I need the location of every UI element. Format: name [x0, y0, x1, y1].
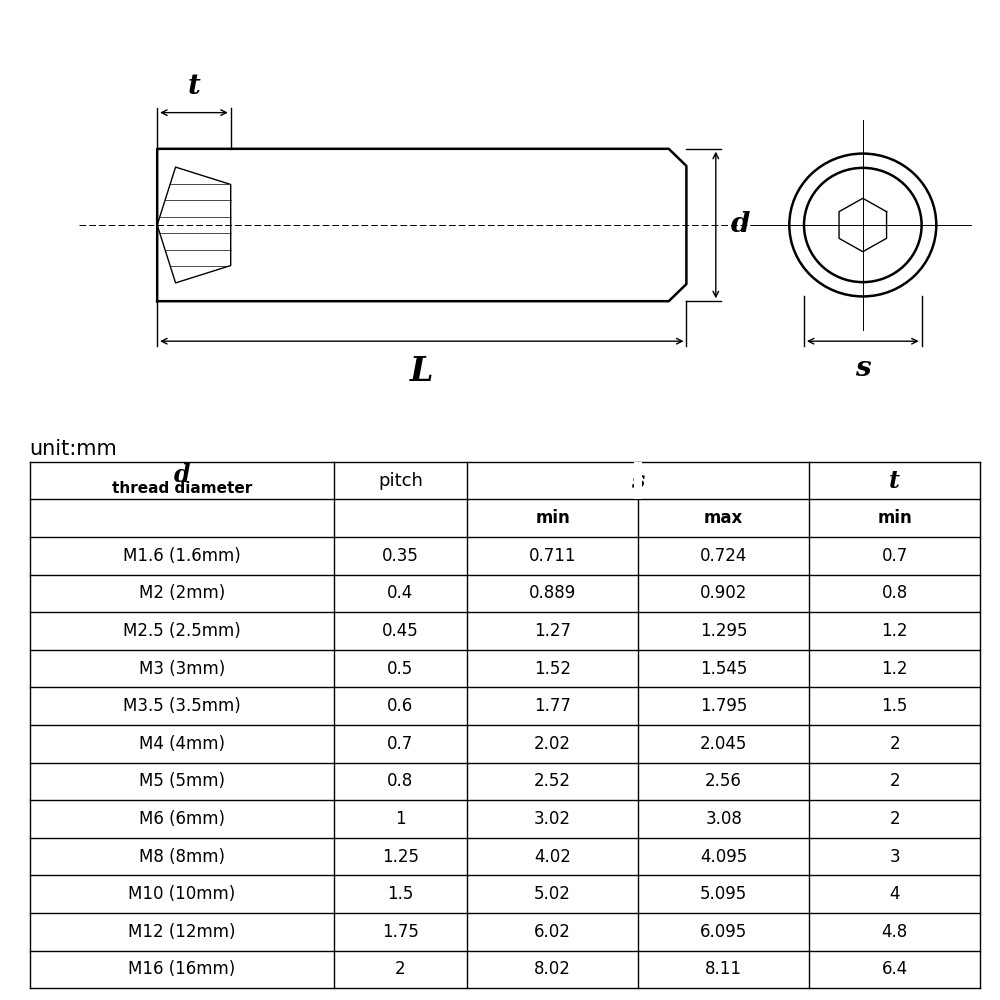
Text: 0.6: 0.6 — [387, 697, 414, 715]
Text: 1.2: 1.2 — [881, 622, 908, 640]
Text: 2.56: 2.56 — [705, 772, 742, 790]
Text: M6 (6mm): M6 (6mm) — [139, 810, 225, 828]
Text: thread diameter: thread diameter — [112, 481, 252, 496]
Text: 4.095: 4.095 — [700, 848, 747, 866]
Text: 0.4: 0.4 — [387, 584, 414, 602]
Text: 0.711: 0.711 — [529, 547, 576, 565]
Text: 1.795: 1.795 — [700, 697, 747, 715]
Text: 1.295: 1.295 — [700, 622, 747, 640]
Text: M10 (10mm): M10 (10mm) — [128, 885, 235, 903]
Text: 0.35: 0.35 — [382, 547, 419, 565]
Text: M8 (8mm): M8 (8mm) — [139, 848, 225, 866]
Text: 0.8: 0.8 — [387, 772, 414, 790]
Text: 0.7: 0.7 — [387, 735, 414, 753]
Text: 4: 4 — [889, 885, 900, 903]
Text: 0.5: 0.5 — [387, 660, 414, 678]
Text: s: s — [855, 355, 871, 382]
Text: 4.02: 4.02 — [534, 848, 571, 866]
Text: 0.724: 0.724 — [700, 547, 747, 565]
Text: 1.27: 1.27 — [534, 622, 571, 640]
Text: 5.02: 5.02 — [534, 885, 571, 903]
Bar — [634, 462, 642, 499]
Text: s: s — [631, 469, 645, 493]
Text: 2: 2 — [889, 772, 900, 790]
Text: max: max — [704, 509, 743, 527]
Text: t: t — [889, 469, 900, 493]
Text: M16 (16mm): M16 (16mm) — [128, 960, 235, 978]
Text: min: min — [535, 509, 570, 527]
Text: 1.75: 1.75 — [382, 923, 419, 941]
Text: 2: 2 — [889, 735, 900, 753]
Text: min: min — [877, 509, 912, 527]
Text: 2: 2 — [889, 810, 900, 828]
Text: d: d — [730, 212, 750, 238]
Text: M5 (5mm): M5 (5mm) — [139, 772, 225, 790]
Text: 0.889: 0.889 — [529, 584, 576, 602]
Text: 6.02: 6.02 — [534, 923, 571, 941]
Text: M3 (3mm): M3 (3mm) — [139, 660, 225, 678]
Text: L: L — [410, 355, 434, 388]
Text: 1.5: 1.5 — [882, 697, 908, 715]
Text: 1.77: 1.77 — [534, 697, 571, 715]
Text: M2 (2mm): M2 (2mm) — [139, 584, 225, 602]
Text: 3.08: 3.08 — [705, 810, 742, 828]
Text: d: d — [174, 463, 190, 487]
Text: unit:mm: unit:mm — [30, 439, 117, 459]
Text: 6.095: 6.095 — [700, 923, 747, 941]
Text: 1.5: 1.5 — [387, 885, 414, 903]
Text: 2.02: 2.02 — [534, 735, 571, 753]
Text: 0.902: 0.902 — [700, 584, 747, 602]
Text: t: t — [188, 73, 200, 100]
Text: 2.52: 2.52 — [534, 772, 571, 790]
Text: M3.5 (3.5mm): M3.5 (3.5mm) — [123, 697, 241, 715]
Text: 1.52: 1.52 — [534, 660, 571, 678]
Text: 3.02: 3.02 — [534, 810, 571, 828]
Text: pitch: pitch — [378, 472, 423, 490]
Text: 6.4: 6.4 — [882, 960, 908, 978]
Text: 1.545: 1.545 — [700, 660, 747, 678]
Text: M4 (4mm): M4 (4mm) — [139, 735, 225, 753]
Text: M2.5 (2.5mm): M2.5 (2.5mm) — [123, 622, 241, 640]
Text: 2.045: 2.045 — [700, 735, 747, 753]
Text: 1.2: 1.2 — [881, 660, 908, 678]
Text: 2: 2 — [395, 960, 406, 978]
Text: 5.095: 5.095 — [700, 885, 747, 903]
Text: M1.6 (1.6mm): M1.6 (1.6mm) — [123, 547, 241, 565]
Text: 3: 3 — [889, 848, 900, 866]
Text: 0.45: 0.45 — [382, 622, 419, 640]
Text: 4.8: 4.8 — [882, 923, 908, 941]
Text: M12 (12mm): M12 (12mm) — [128, 923, 236, 941]
Text: 0.7: 0.7 — [882, 547, 908, 565]
Text: 8.02: 8.02 — [534, 960, 571, 978]
Text: 1.25: 1.25 — [382, 848, 419, 866]
Text: 1: 1 — [395, 810, 406, 828]
Text: 8.11: 8.11 — [705, 960, 742, 978]
Text: 0.8: 0.8 — [882, 584, 908, 602]
